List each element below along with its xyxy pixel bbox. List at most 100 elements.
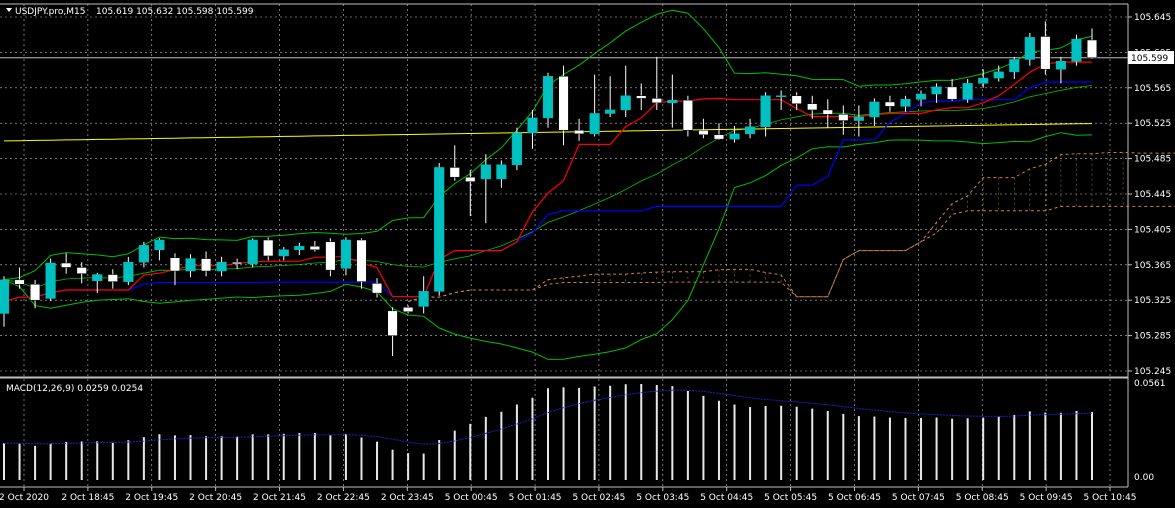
symbol-title: USDJPY.pro,M15 xyxy=(15,7,85,17)
candle-bull xyxy=(667,99,678,104)
candle-bear xyxy=(403,307,414,312)
candle-bear xyxy=(61,262,72,268)
candle-bull xyxy=(1071,38,1082,62)
candle-bull xyxy=(340,239,352,269)
candle-bear xyxy=(884,101,896,107)
x-tick-label: 2 Oct 20:45 xyxy=(189,493,242,503)
candle-bull xyxy=(123,261,134,282)
x-tick-label: 2 Oct 22:45 xyxy=(317,493,370,503)
y-tick-label: 105.645 xyxy=(1134,13,1171,23)
x-tick-label: 5 Oct 08:45 xyxy=(956,493,1009,503)
x-tick-label: 2 Oct 23:45 xyxy=(381,493,434,503)
candle-bear xyxy=(682,99,693,131)
y-tick-label: 105.405 xyxy=(1134,225,1171,235)
candle-bear xyxy=(263,239,274,257)
x-tick-label: 2 Oct 19:45 xyxy=(125,493,178,503)
candle-bull xyxy=(620,95,631,111)
candle-bear xyxy=(947,86,958,100)
ohlc-readout: 105.619 105.632 105.598 105.599 xyxy=(96,7,254,17)
x-tick-label: 2 Oct 2020 xyxy=(0,493,49,503)
x-tick-label: 5 Oct 07:45 xyxy=(892,493,945,503)
candle-bull xyxy=(185,258,196,272)
y-tick-label: 105.325 xyxy=(1134,296,1171,306)
x-tick-label: 5 Oct 09:45 xyxy=(1020,493,1073,503)
candle-bull xyxy=(760,95,771,127)
candle-bull xyxy=(931,86,942,95)
macd-tick-label: 0.0561 xyxy=(1134,379,1166,389)
candle-bear xyxy=(791,95,802,104)
indicator-lines xyxy=(3,9,1093,360)
candle-bear xyxy=(1040,36,1051,70)
y-tick-label: 105.525 xyxy=(1134,119,1171,129)
candle-bear xyxy=(371,283,383,294)
candle-bull xyxy=(511,132,522,166)
candle-bull xyxy=(247,239,258,265)
candle-bull xyxy=(278,249,289,257)
current-price-label: 105.599 xyxy=(1131,54,1168,64)
candle-bull xyxy=(418,291,429,307)
candle-bull xyxy=(45,262,56,299)
macd-label: MACD(12,26,9) 0.0259 0.0254 xyxy=(6,384,143,394)
x-tick-label: 5 Oct 05:45 xyxy=(764,493,817,503)
macd-panel xyxy=(3,384,1093,480)
candle-bear xyxy=(76,267,87,274)
y-tick-label: 105.485 xyxy=(1134,155,1171,165)
candle-bull xyxy=(776,95,787,98)
candle-bull xyxy=(496,164,507,180)
y-tick-label: 105.445 xyxy=(1134,190,1171,200)
axes: 105.645105.605105.565105.525105.485105.4… xyxy=(0,13,1171,503)
candle-bull xyxy=(92,274,103,281)
candle-bull xyxy=(0,279,10,314)
candle-bull xyxy=(154,239,165,251)
candles xyxy=(0,21,1098,356)
candle-bear xyxy=(822,109,833,115)
x-tick-label: 5 Oct 06:45 xyxy=(828,493,881,503)
band-lower xyxy=(3,132,1093,360)
candle-bear xyxy=(169,257,181,272)
candle-bull xyxy=(1024,37,1035,60)
candle-bear xyxy=(387,310,398,336)
grid xyxy=(0,3,1129,488)
y-tick-label: 105.565 xyxy=(1134,84,1171,94)
candle-bull xyxy=(294,245,305,251)
candle-bear xyxy=(30,284,41,301)
candle-bull xyxy=(729,133,740,140)
candle-bear xyxy=(698,130,709,135)
x-tick-label: 5 Oct 10:45 xyxy=(1084,493,1137,503)
candle-bull xyxy=(915,93,927,100)
x-tick-label: 2 Oct 18:45 xyxy=(61,493,114,503)
candle-bull xyxy=(480,164,491,180)
candle-bear xyxy=(838,114,849,121)
y-tick-label: 105.245 xyxy=(1134,367,1171,377)
ma-line xyxy=(3,123,1093,142)
collapse-triangle-icon[interactable] xyxy=(6,8,12,12)
candle-bull xyxy=(216,261,227,272)
candle-bear xyxy=(636,95,647,99)
band-middle xyxy=(3,85,1093,289)
x-tick-label: 5 Oct 03:45 xyxy=(636,493,689,503)
candle-bear xyxy=(200,258,212,272)
ichimoku-cloud xyxy=(407,151,1175,302)
candle-bear xyxy=(107,274,118,282)
candle-bull xyxy=(434,167,445,292)
candle-bull xyxy=(853,116,864,121)
candle-bear xyxy=(465,176,476,182)
macd-tick-label: 0.00 xyxy=(1134,473,1154,483)
candle-bull xyxy=(869,101,880,118)
candle-bull xyxy=(744,126,756,135)
x-tick-label: 5 Oct 00:45 xyxy=(445,493,498,503)
candle-bull xyxy=(138,245,149,263)
candle-bear xyxy=(558,76,569,131)
macd-signal-line xyxy=(3,389,1093,445)
kijun-line xyxy=(3,81,1092,303)
candle-bull xyxy=(978,77,989,84)
candle-bear xyxy=(807,103,818,111)
candle-bear xyxy=(356,239,367,282)
x-tick-label: 5 Oct 01:45 xyxy=(509,493,562,503)
candle-bear xyxy=(309,245,320,251)
candle-bull xyxy=(962,83,973,100)
cloud-span-a xyxy=(407,151,1175,302)
candle-bear xyxy=(1086,39,1098,58)
